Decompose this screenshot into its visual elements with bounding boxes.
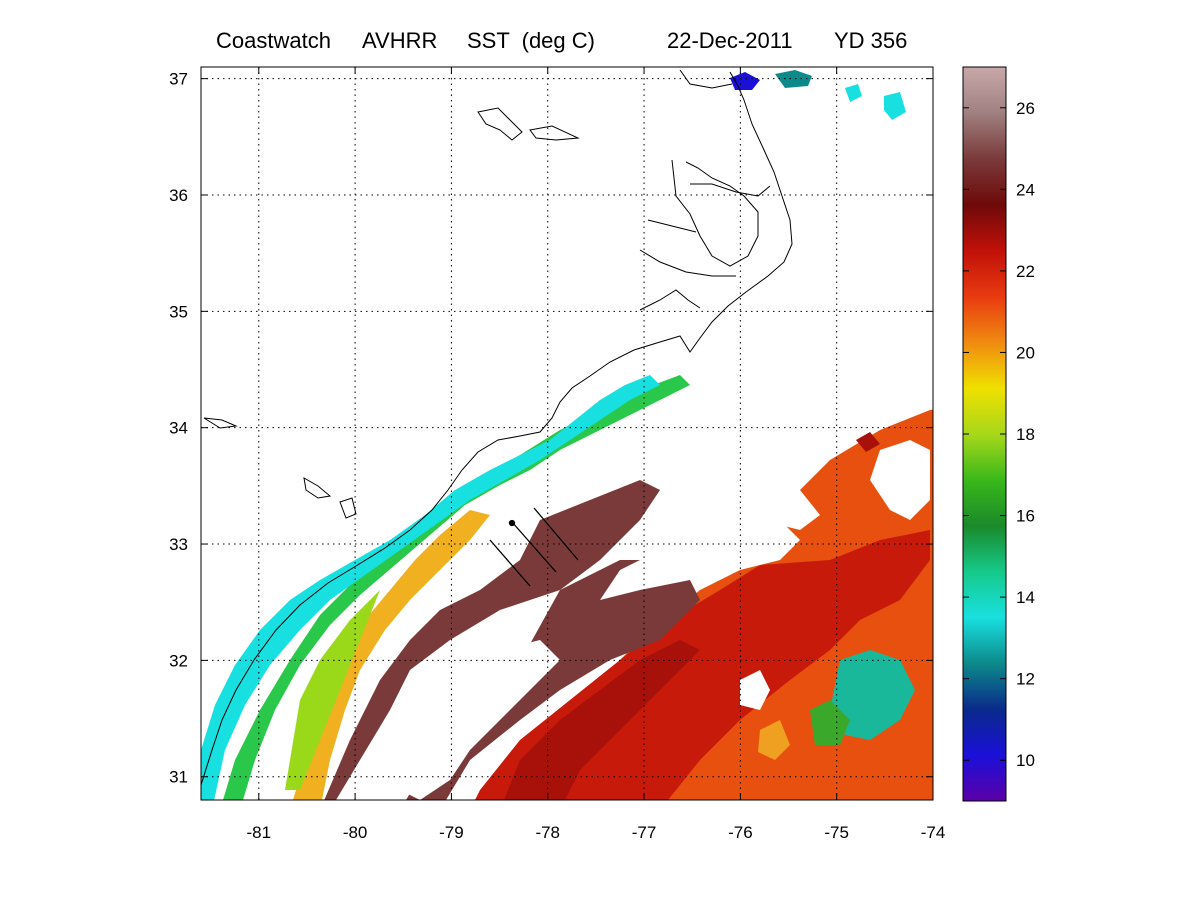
cold-patch-north — [730, 72, 760, 90]
colorbar-tick-label: 12 — [1016, 670, 1035, 689]
lon-tick-label: -78 — [535, 823, 560, 842]
sst-field — [201, 70, 933, 800]
lake-1 — [477, 107, 523, 141]
lon-tick-label: -76 — [728, 823, 753, 842]
thermal-front — [293, 510, 490, 800]
map-frame — [200, 66, 934, 801]
cloud-patch-1 — [400, 640, 560, 800]
ship-track-2 — [489, 539, 531, 587]
coastline-nc-sounds-south — [639, 289, 701, 311]
cloud-patch-4 — [870, 440, 930, 520]
lat-tick-label: 35 — [169, 302, 188, 321]
colorbar: 10 12 14 16 18 20 22 24 26 — [962, 66, 1035, 802]
lat-tick-label: 32 — [169, 651, 188, 670]
colorbar-tick-label: 24 — [1016, 180, 1035, 199]
colorbar-tick-label: 18 — [1016, 425, 1035, 444]
lat-tick-label: 33 — [169, 535, 188, 554]
coastline-chesapeake — [679, 69, 733, 89]
colorbar-tick-label: 10 — [1016, 751, 1035, 770]
cloud-patch-5 — [740, 670, 770, 710]
coastline-pamlico-river — [647, 219, 697, 233]
lat-tick-label: 37 — [169, 70, 188, 89]
lon-tick-label: -79 — [439, 823, 464, 842]
cool-eddy-se — [830, 650, 915, 740]
colorbar-tick-label: 26 — [1016, 99, 1035, 118]
mid-shelf-inner — [285, 590, 380, 790]
lake-2 — [529, 125, 580, 141]
dark-red-patch-east — [856, 432, 880, 452]
orange-patch-south — [758, 720, 790, 760]
colorbar-tick-label: 22 — [1016, 262, 1035, 281]
cyan-patch-north-1 — [845, 84, 862, 102]
lake-4 — [339, 497, 357, 519]
coastline-neuse-river — [639, 249, 736, 277]
cloud-patch-2 — [600, 520, 800, 600]
lon-tick-label: -75 — [824, 823, 849, 842]
ship-station-marker — [508, 519, 516, 527]
colorbar-tick-label: 14 — [1016, 588, 1035, 607]
cool-eddy-se-2 — [810, 700, 850, 745]
lat-tick-label: 36 — [169, 186, 188, 205]
ship-tracks — [489, 507, 579, 587]
title-date: 22-Dec-2011 — [667, 28, 793, 53]
teal-patch-north — [775, 70, 812, 88]
cloud-patch-3 — [660, 470, 820, 530]
lake-3 — [303, 477, 332, 499]
coastline-pamlico-sound — [671, 159, 759, 267]
colorbar-tick-label: 20 — [1016, 343, 1035, 362]
lon-tick-label: -80 — [343, 823, 368, 842]
colorbar-ticks: 10 12 14 16 18 20 22 24 26 — [963, 99, 1035, 770]
gulf-stream-inner — [504, 640, 700, 800]
axis-tick-labels: -81 -80 -79 -78 -77 -76 -75 -74 31 32 33 34 35 36 37 — [169, 70, 945, 842]
title-yearday: YD 356 — [834, 28, 908, 53]
colorbar-tick-label: 16 — [1016, 507, 1035, 526]
ship-track-1 — [511, 521, 557, 573]
lat-tick-label: 31 — [169, 768, 188, 787]
coastline-mainland — [200, 71, 793, 786]
title-variable: SST (deg C) — [467, 28, 595, 53]
title-product: Coastwatch — [216, 28, 331, 53]
ship-track-3 — [533, 507, 579, 561]
title-sensor: AVHRR — [362, 28, 438, 53]
figure-title: Coastwatch AVHRR SST (deg C) 22-Dec-2011… — [0, 28, 1200, 58]
coastline-albemarle — [690, 183, 771, 197]
coastline — [200, 69, 793, 786]
lon-tick-label: -81 — [247, 823, 272, 842]
cyan-patch-north-2 — [884, 92, 906, 120]
lake-5 — [203, 417, 238, 429]
warm-core-region — [324, 480, 660, 800]
cloud-patch-6 — [360, 770, 400, 800]
lon-tick-label: -77 — [632, 823, 657, 842]
lon-tick-label: -74 — [921, 823, 946, 842]
colorbar-ramp — [962, 66, 1007, 802]
lat-tick-label: 34 — [169, 419, 188, 438]
map-grid — [200, 66, 934, 801]
